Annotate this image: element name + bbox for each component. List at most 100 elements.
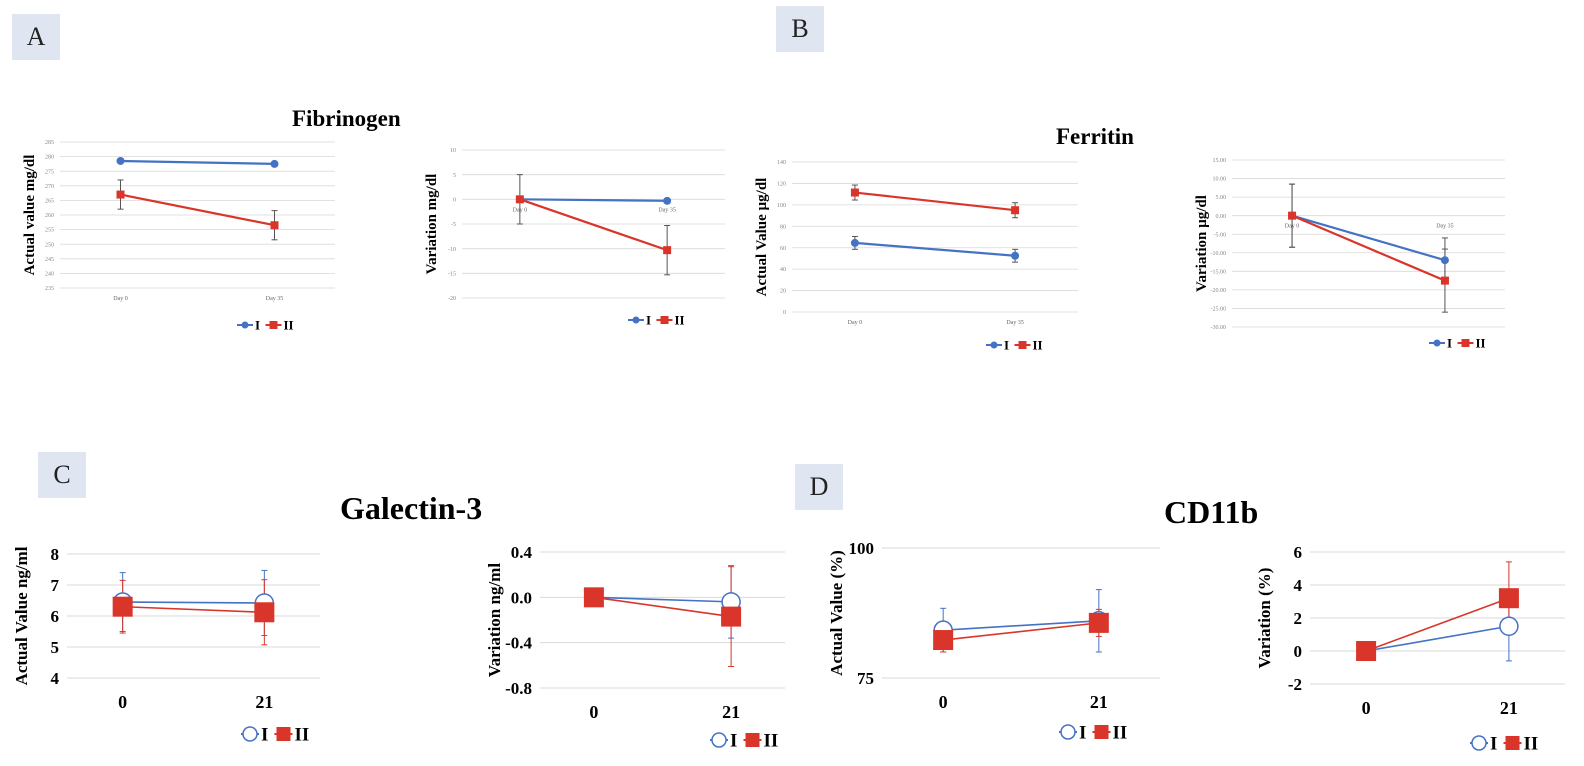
data-point-ii [1356, 641, 1377, 661]
data-point-i [270, 159, 279, 168]
data-point-ii [270, 221, 279, 230]
data-point-i [1440, 256, 1449, 265]
legend-marker-i [241, 321, 249, 329]
y-axis-label: Actual Value (%) [827, 550, 846, 676]
y-tick-label: 5.00 [1216, 195, 1227, 201]
y-tick-label: 4 [1294, 576, 1303, 595]
x-tick-label: 21 [1500, 698, 1518, 718]
y-tick-label: 15.00 [1213, 158, 1227, 164]
x-tick-label: 21 [1090, 692, 1108, 712]
y-tick-label: -25.00 [1211, 307, 1227, 313]
series-line-ii [120, 193, 275, 227]
x-tick-label: Day 0 [113, 296, 128, 302]
data-point-ii [112, 596, 133, 617]
series-line-i [1365, 625, 1510, 652]
legend-label-ii: II [1476, 336, 1486, 351]
legend-label-ii: II [1113, 723, 1128, 744]
data-point-ii [663, 246, 672, 255]
series-line-i [1291, 214, 1446, 262]
data-point-ii [583, 587, 604, 608]
legend-label-ii: II [1033, 338, 1043, 353]
series-line-ii [943, 622, 1099, 641]
series-line-ii [593, 596, 732, 618]
y-tick-label: 240 [45, 272, 54, 278]
data-point-ii [933, 630, 954, 651]
series-line-ii [854, 191, 1016, 212]
legend-label-i: I [1004, 338, 1009, 353]
data-point-ii [1498, 588, 1519, 609]
x-tick-label: 0 [589, 702, 598, 722]
data-point-i [1499, 616, 1519, 636]
data-point-ii [1011, 206, 1020, 215]
title-fibrinogen: Fibrinogen [292, 106, 401, 131]
y-tick-label: 7 [51, 576, 60, 595]
legend-marker-i [1471, 735, 1487, 751]
series-line-i [120, 159, 275, 165]
legend-marker-ii [1505, 736, 1520, 750]
legend-label-ii: II [295, 725, 310, 746]
legend-marker-ii [1018, 341, 1027, 349]
panel-label-a: A [12, 14, 60, 60]
x-tick-label: Day 35 [658, 207, 676, 213]
x-tick-label: 0 [118, 692, 127, 712]
title-ferritin: Ferritin [1056, 124, 1134, 149]
legend-marker-i [1433, 339, 1441, 347]
series-line-ii [1365, 597, 1510, 652]
data-point-ii [254, 602, 275, 623]
y-tick-label: 5 [51, 638, 60, 657]
y-tick-label: -20.00 [1211, 288, 1227, 294]
y-tick-label: 235 [45, 286, 54, 292]
series-line-ii [519, 198, 668, 252]
legend-marker-i [990, 341, 998, 349]
x-tick-label: 21 [255, 692, 273, 712]
y-tick-label: -2 [1288, 675, 1302, 694]
legend-label-i: I [261, 725, 268, 746]
data-point-ii [1288, 211, 1297, 220]
y-tick-label: 6 [51, 607, 60, 626]
y-tick-label: 245 [45, 257, 54, 263]
y-tick-label: 10 [450, 148, 456, 154]
x-tick-label: Day 35 [1436, 224, 1454, 230]
y-tick-label: 265 [45, 199, 54, 205]
legend-marker-ii [276, 727, 291, 741]
y-tick-label: -0.8 [505, 679, 532, 698]
panel-label-b: B [776, 6, 824, 52]
panel-label-d: D [795, 464, 843, 510]
legend-label-ii: II [675, 313, 685, 328]
data-point-ii [850, 188, 859, 197]
title-cd11b: CD11b [1164, 494, 1259, 530]
data-point-ii [1088, 612, 1109, 633]
legend-label-i: I [1079, 723, 1086, 744]
y-axis-label: Variation (%) [1255, 568, 1274, 669]
y-tick-label: 250 [45, 242, 54, 248]
y-tick-label: 100 [849, 539, 875, 558]
x-tick-label: Day 35 [266, 296, 284, 302]
y-tick-label: 6 [1294, 543, 1303, 562]
y-tick-label: -10 [448, 247, 456, 253]
legend-label-i: I [646, 313, 651, 328]
y-tick-label: 270 [45, 184, 54, 190]
y-tick-label: 8 [51, 545, 60, 564]
legend-label-i: I [255, 318, 260, 333]
y-tick-label: -15.00 [1211, 269, 1227, 275]
y-axis-label: Variation µg/dl [1194, 195, 1210, 292]
y-tick-label: 0 [1294, 642, 1303, 661]
y-tick-label: 75 [857, 669, 874, 688]
legend-label-ii: II [284, 318, 294, 333]
y-tick-label: 5 [453, 173, 456, 179]
y-tick-label: 120 [777, 182, 786, 188]
y-tick-label: 80 [780, 224, 786, 230]
legend-marker-i [1060, 724, 1076, 740]
legend-marker-ii [660, 316, 669, 324]
y-axis-label: Actual Value ng/ml [12, 546, 31, 685]
y-tick-label: 0.00 [1216, 214, 1227, 220]
y-axis-label: Variation ng/ml [485, 563, 504, 677]
y-tick-label: 20 [780, 289, 786, 295]
legend-label-i: I [1490, 734, 1497, 755]
y-tick-label: 285 [45, 140, 54, 146]
legend-marker-ii [1461, 339, 1470, 347]
y-tick-label: 0.4 [511, 543, 533, 562]
y-tick-label: 0 [783, 310, 786, 316]
